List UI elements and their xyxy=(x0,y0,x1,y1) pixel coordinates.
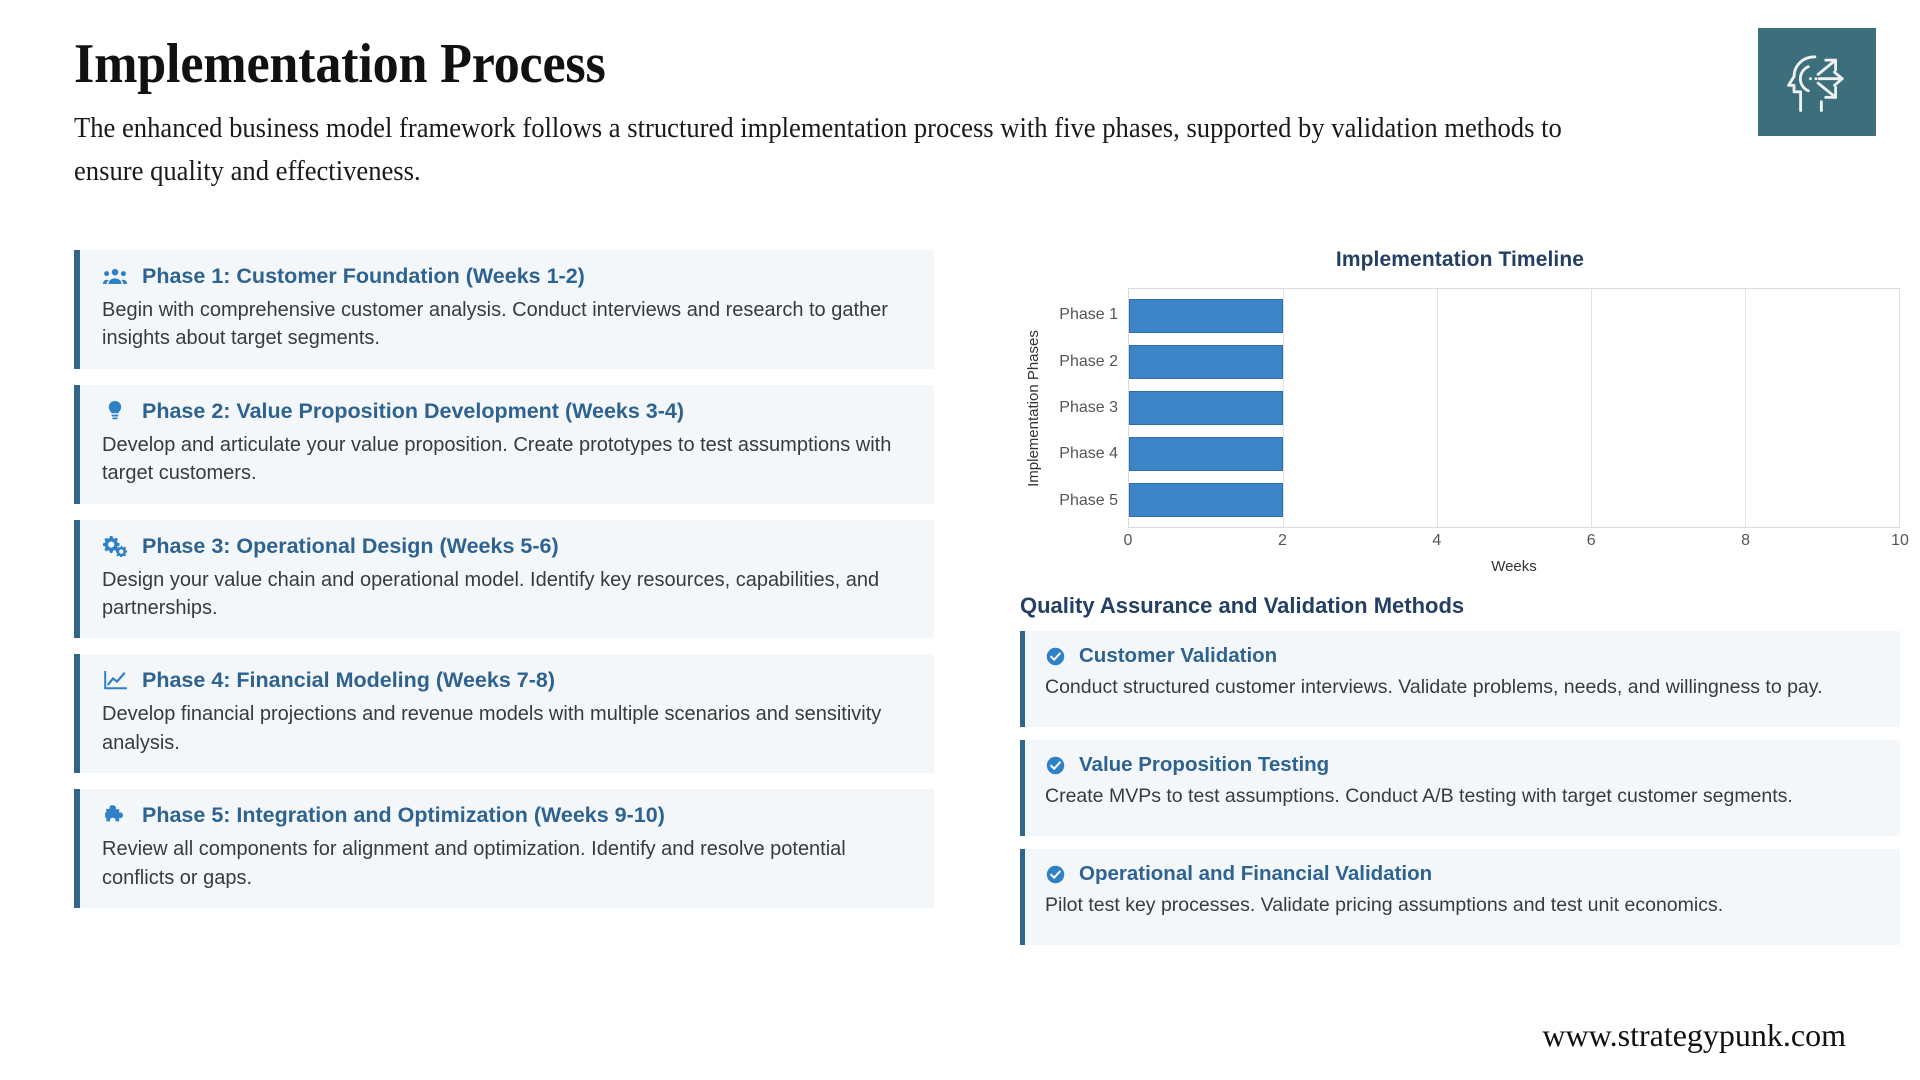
y-tick-label: Phase 5 xyxy=(1059,491,1118,509)
phase-title: Phase 3: Operational Design (Weeks 5-6) xyxy=(142,533,559,558)
x-tick-label: 4 xyxy=(1432,532,1442,549)
chart-plot-area: Implementation Phases Phase 1 Phase 2 Ph… xyxy=(1020,288,1900,528)
chart-x-axis: 0 2 4 6 8 10 xyxy=(1124,528,1909,554)
phase-description: Design your value chain and operational … xyxy=(102,568,880,619)
chart-y-axis-title: Implementation Phases xyxy=(1024,329,1042,487)
validation-card-header: Operational and Financial Validation xyxy=(1045,862,1880,886)
phase-card-list: Phase 1: Customer Foundation (Weeks 1-2)… xyxy=(74,250,934,924)
check-circle-icon xyxy=(1045,864,1065,884)
validation-title: Operational and Financial Validation xyxy=(1079,862,1433,885)
x-tick-label: 2 xyxy=(1277,532,1287,549)
validation-card[interactable]: Customer Validation Conduct structured c… xyxy=(1020,631,1900,727)
implementation-timeline-chart: Implementation Timeline Implementation P… xyxy=(1020,248,1909,575)
validation-card[interactable]: Value Proposition Testing Create MVPs to… xyxy=(1020,740,1900,836)
phase-title: Phase 1: Customer Foundation (Weeks 1-2) xyxy=(142,264,585,288)
phase-description: Begin with comprehensive customer analys… xyxy=(102,299,888,350)
validation-section-heading: Quality Assurance and Validation Methods xyxy=(1020,593,1465,618)
chart-title: Implementation Timeline xyxy=(1335,248,1585,271)
chart-bar-row xyxy=(1129,483,1899,517)
slide-header: Implementation Process The enhanced busi… xyxy=(74,34,1734,194)
chart-bar xyxy=(1129,483,1283,517)
y-tick-label: Phase 1 xyxy=(1059,306,1118,324)
phase-description: Develop financial projections and revenu… xyxy=(102,703,882,754)
phase-card-header: Phase 2: Value Proposition Development (… xyxy=(102,399,914,424)
puzzle-piece-icon xyxy=(102,805,128,827)
chart-x-axis-title: Weeks xyxy=(1491,558,1537,575)
chart-bar xyxy=(1129,391,1283,425)
phase-title: Phase 2: Value Proposition Development (… xyxy=(142,398,685,423)
chart-bar-row xyxy=(1129,437,1899,471)
phase-description: Develop and articulate your value propos… xyxy=(102,433,892,485)
lightbulb-icon xyxy=(102,400,128,422)
validation-title: Value Proposition Testing xyxy=(1079,753,1330,776)
validation-description: Conduct structured customer interviews. … xyxy=(1045,676,1823,698)
chart-bar xyxy=(1129,437,1283,471)
phase-card[interactable]: Phase 5: Integration and Optimization (W… xyxy=(74,789,934,908)
footer-url: www.strategypunk.com xyxy=(1542,1017,1846,1053)
phase-title: Phase 4: Financial Modeling (Weeks 7-8) xyxy=(142,668,555,693)
check-circle-icon xyxy=(1045,646,1065,666)
chart-bar-row xyxy=(1129,299,1899,333)
validation-card-header: Value Proposition Testing xyxy=(1045,753,1880,777)
page-subtitle: The enhanced business model framework fo… xyxy=(74,113,1562,188)
chart-gridline xyxy=(1591,289,1592,527)
phase-card[interactable]: Phase 1: Customer Foundation (Weeks 1-2)… xyxy=(74,250,934,369)
chart-bar-row xyxy=(1129,345,1899,379)
chart-gridline xyxy=(1283,289,1284,527)
chart-gridline xyxy=(1899,289,1900,527)
page-title: Implementation Process xyxy=(74,33,606,95)
x-tick-label: 6 xyxy=(1586,532,1596,549)
phase-card-header: Phase 4: Financial Modeling (Weeks 7-8) xyxy=(102,668,914,693)
phase-card-header: Phase 3: Operational Design (Weeks 5-6) xyxy=(102,534,914,559)
x-tick-label: 0 xyxy=(1123,532,1133,549)
right-column: Implementation Timeline Implementation P… xyxy=(1020,248,1909,958)
validation-card[interactable]: Operational and Financial Validation Pil… xyxy=(1020,849,1900,945)
chart-bar xyxy=(1129,345,1283,379)
users-icon xyxy=(102,266,128,288)
x-tick-label: 10 xyxy=(1891,532,1909,549)
chart-gridline xyxy=(1745,289,1746,527)
phase-description: Review all components for alignment and … xyxy=(102,838,846,889)
phase-card[interactable]: Phase 4: Financial Modeling (Weeks 7-8) … xyxy=(74,654,934,774)
y-tick-label: Phase 3 xyxy=(1059,398,1118,416)
phase-card[interactable]: Phase 2: Value Proposition Development (… xyxy=(74,384,934,504)
phase-card[interactable]: Phase 3: Operational Design (Weeks 5-6) … xyxy=(74,519,934,639)
x-tick-label: 8 xyxy=(1741,532,1751,549)
check-circle-icon xyxy=(1045,755,1065,775)
phase-title: Phase 5: Integration and Optimization (W… xyxy=(142,803,665,828)
y-tick-label: Phase 4 xyxy=(1059,445,1118,463)
y-tick-label: Phase 2 xyxy=(1059,352,1118,370)
chart-bars-container xyxy=(1128,288,1900,528)
chart-bar xyxy=(1129,299,1283,333)
cogs-icon xyxy=(102,535,128,557)
validation-description: Create MVPs to test assumptions. Conduct… xyxy=(1045,785,1793,807)
chart-gridline xyxy=(1437,289,1438,527)
validation-description: Pilot test key processes. Validate prici… xyxy=(1045,894,1724,916)
chart-bar-row xyxy=(1129,391,1899,425)
chart-line-icon xyxy=(102,670,128,692)
chart-y-tick-labels: Phase 1 Phase 2 Phase 3 Phase 4 Phase 5 xyxy=(1046,288,1128,528)
head-with-arrows-icon xyxy=(1782,47,1852,117)
validation-card-header: Customer Validation xyxy=(1045,644,1880,668)
phase-card-header: Phase 5: Integration and Optimization (W… xyxy=(102,803,914,828)
brand-logo xyxy=(1758,28,1876,136)
validation-title: Customer Validation xyxy=(1079,644,1278,667)
phase-card-header: Phase 1: Customer Foundation (Weeks 1-2) xyxy=(102,264,914,289)
